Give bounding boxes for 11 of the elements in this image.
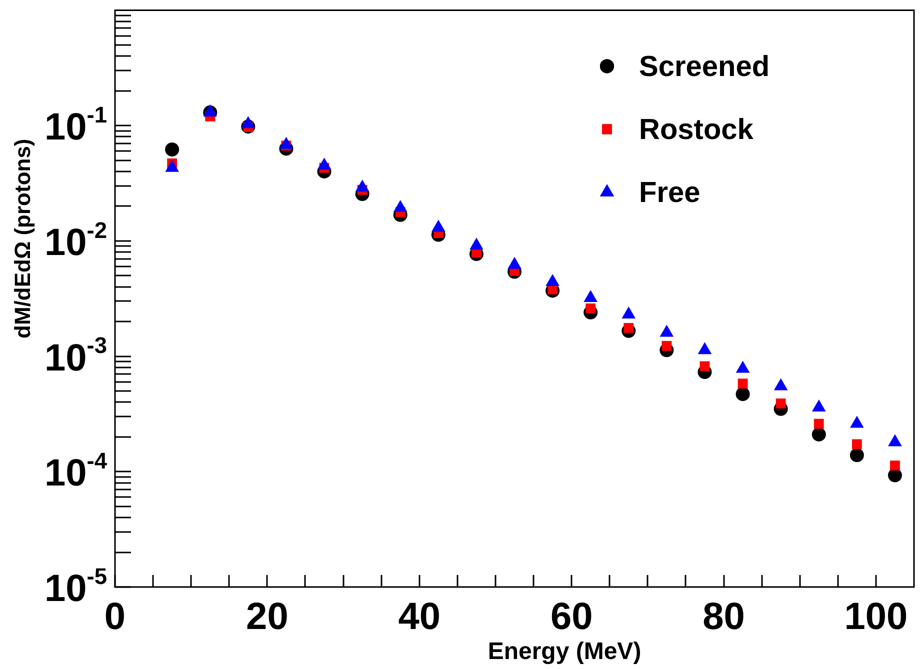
x-tick-label: 80 [702,596,745,638]
x-axis-title: Energy (MeV) [488,638,642,665]
legend-label: Rostock [639,114,754,146]
x-tick-label: 20 [246,596,288,638]
legend-label: Free [639,177,700,210]
x-tick-label: 60 [550,596,593,638]
x-tick-label: 100 [844,596,908,638]
legend-label: Screened [639,51,770,84]
x-tick-label: 0 [104,596,126,638]
y-axis-title: dM/dEdΩ (protons) [10,138,35,338]
x-tick-label: 40 [398,596,441,638]
